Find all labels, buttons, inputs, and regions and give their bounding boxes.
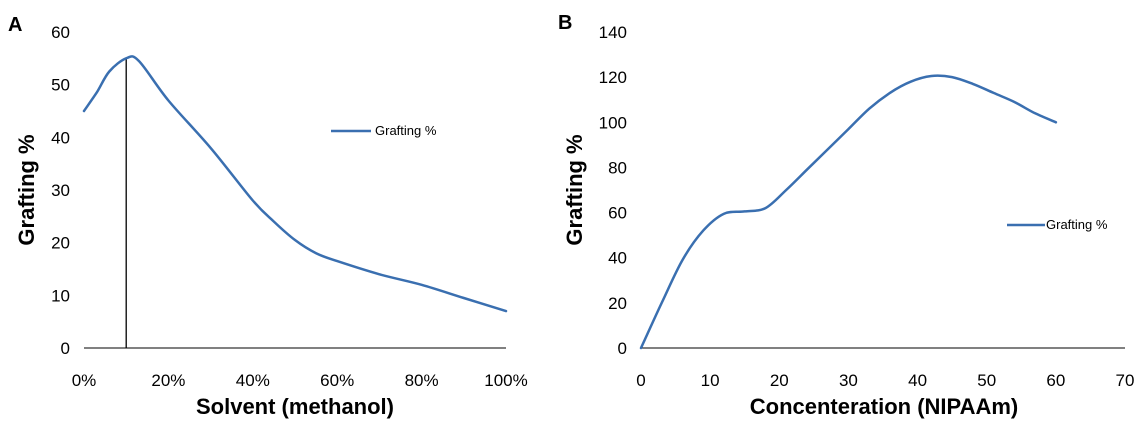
- panel-b-x-tick-label: 30: [839, 371, 858, 390]
- panel-b-y-tick-label: 100: [599, 113, 627, 132]
- panel-a-x-tick-label: 100%: [484, 371, 527, 390]
- panel-b-x-tick-label: 0: [636, 371, 645, 390]
- panel-a-legend-label: Grafting %: [375, 123, 437, 138]
- panel-b-x-tick-label: 60: [1046, 371, 1065, 390]
- panel-a-y-tick-label: 50: [51, 76, 70, 95]
- panel-a-x-ticks: 0% 20% 40% 60% 80% 100%: [72, 371, 528, 390]
- chart-panel-b: B 0 10 20 30 40 50 60 70 0 20 40 60 80 100 120 140 Con…: [558, 12, 1134, 419]
- panel-b-y-axis-title: Grafting %: [562, 134, 587, 245]
- panel-a-y-tick-label: 0: [61, 339, 70, 358]
- panel-b-series-line: [639, 74, 1058, 350]
- panel-b-y-tick-label: 0: [618, 339, 627, 358]
- panel-b-y-tick-label: 80: [608, 158, 627, 177]
- panel-a-x-tick-label: 40%: [236, 371, 270, 390]
- panel-a-x-tick-label: 80%: [405, 371, 439, 390]
- panel-b-y-tick-label: 60: [608, 204, 627, 223]
- panel-b-x-ticks: 0 10 20 30 40 50 60 70: [636, 371, 1134, 390]
- panel-b-x-tick-label: 40: [908, 371, 927, 390]
- panel-b-x-tick-label: 20: [770, 371, 789, 390]
- panel-a-y-tick-label: 20: [51, 234, 70, 253]
- panel-a-y-axis-title: Grafting %: [14, 134, 39, 245]
- panel-a-x-tick-label: 20%: [151, 371, 185, 390]
- chart-panel-a: A 0% 20% 40% 60% 80% 100% 0 10 20 30 40 50 60 Solve…: [8, 14, 528, 419]
- panel-a-letter: A: [8, 14, 22, 36]
- panel-b-x-tick-label: 10: [701, 371, 720, 390]
- panel-b-x-tick-label: 50: [977, 371, 996, 390]
- panel-a-series-line: [82, 55, 508, 313]
- panel-b-letter: B: [558, 12, 572, 34]
- panel-a-y-tick-label: 40: [51, 128, 70, 147]
- panel-b-y-tick-label: 40: [608, 249, 627, 268]
- panel-a-y-tick-label: 30: [51, 181, 70, 200]
- panel-b-x-axis-title: Concenteration (NIPAAm): [750, 394, 1019, 419]
- panel-b-y-tick-label: 20: [608, 294, 627, 313]
- panel-a-x-tick-label: 60%: [320, 371, 354, 390]
- panel-a-y-ticks: 0 10 20 30 40 50 60: [51, 23, 70, 358]
- panel-b-y-tick-label: 120: [599, 68, 627, 87]
- panel-a-y-tick-label: 60: [51, 23, 70, 42]
- panel-b-y-ticks: 0 20 40 60 80 100 120 140: [599, 23, 627, 358]
- panel-a-legend: Grafting %: [331, 123, 437, 138]
- panel-b-y-tick-label: 140: [599, 23, 627, 42]
- panel-b-x-tick-label: 70: [1116, 371, 1135, 390]
- panel-a-x-axis-title: Solvent (methanol): [196, 394, 394, 419]
- panel-a-y-tick-label: 10: [51, 286, 70, 305]
- panel-b-legend-label: Grafting %: [1046, 217, 1108, 232]
- panel-a-x-tick-label: 0%: [72, 371, 97, 390]
- panel-b-legend: Grafting %: [1007, 217, 1108, 232]
